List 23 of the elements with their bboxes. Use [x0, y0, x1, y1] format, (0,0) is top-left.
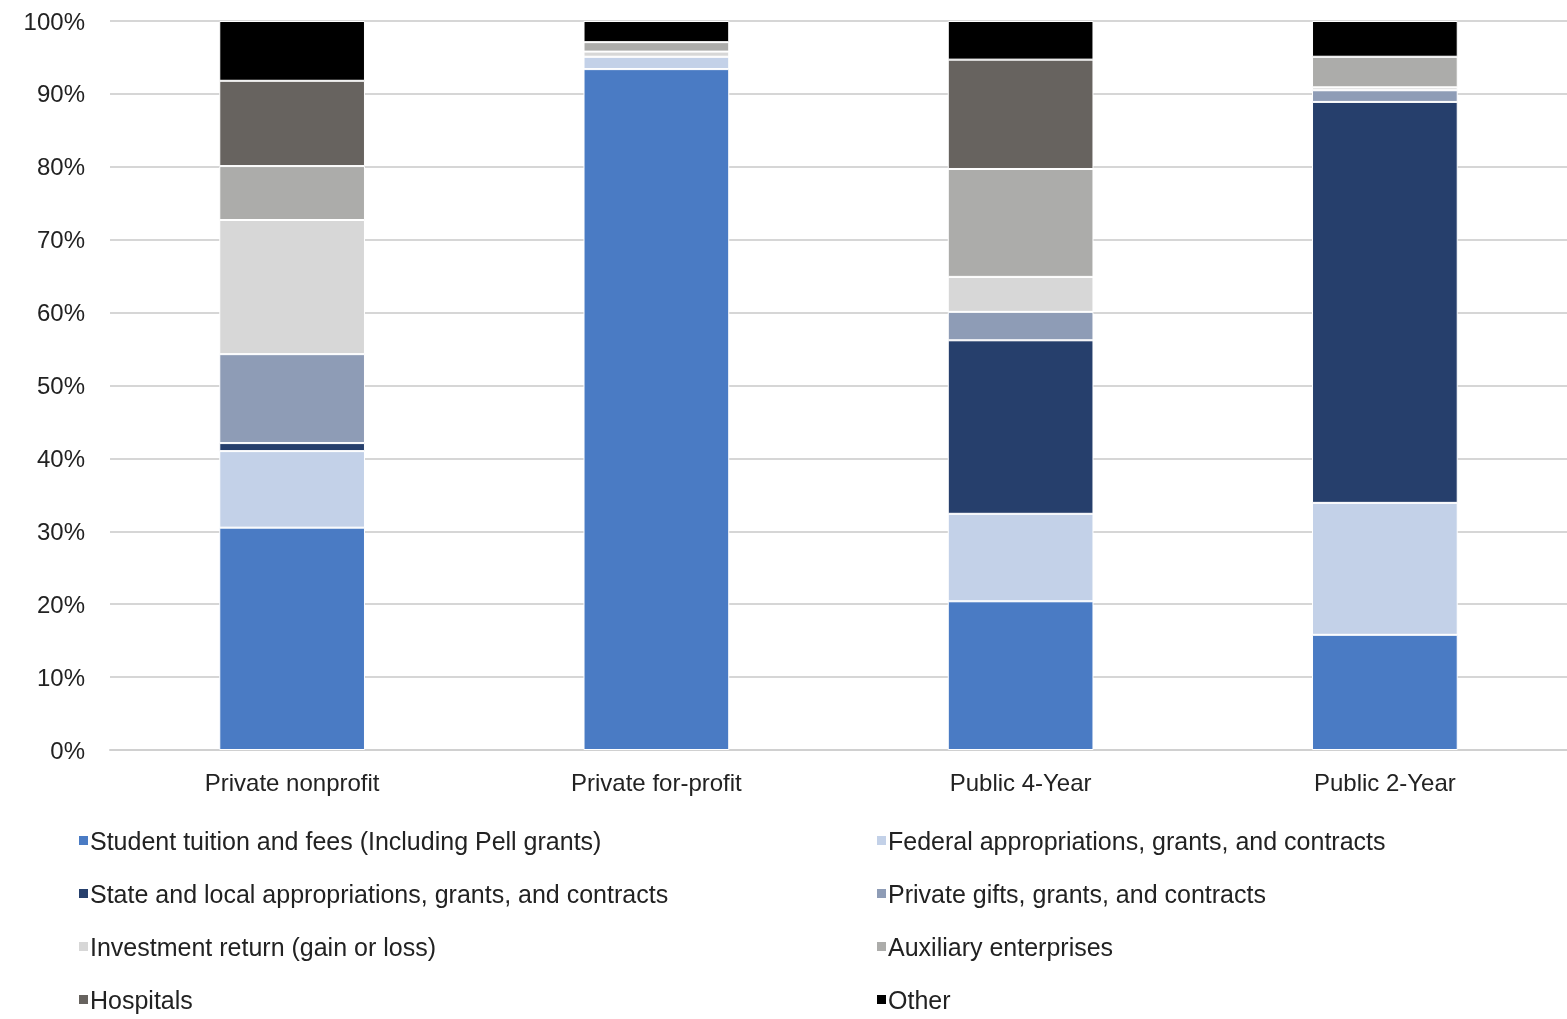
x-tick-label: Private for-profit	[571, 768, 743, 796]
y-tick-label: 100%	[23, 7, 85, 35]
y-tick-label: 50%	[36, 372, 85, 399]
y-tick-label: 90%	[36, 80, 85, 108]
y-tick-label: 30%	[36, 517, 85, 545]
legend-label: Other	[888, 985, 951, 1014]
y-tick-label: 0%	[50, 736, 85, 764]
legend-label: Auxiliary enterprises	[888, 932, 1114, 961]
legend-label: Federal appropriations, grants, and contracts	[888, 826, 1386, 855]
legend-label: Investment return (gain or loss)	[90, 932, 436, 961]
legend-label: Private gifts, grants, and contracts	[888, 879, 1266, 908]
y-tick-label: 20%	[36, 590, 85, 618]
legend-label: Hospitals	[90, 985, 193, 1014]
x-tick-label: Public 2-Year	[1313, 768, 1456, 796]
legend-label: Student tuition and fees (Including Pell grants)	[90, 826, 602, 855]
y-tick-label: 60%	[36, 299, 85, 327]
legend-label: State and local appropriations, grants, and contracts	[90, 879, 669, 908]
x-tick-label: Private nonprofit	[204, 768, 380, 796]
x-tick-label: Public 4-Year	[949, 768, 1092, 796]
y-tick-label: 40%	[36, 444, 85, 472]
y-tick-label: 10%	[36, 663, 85, 691]
y-tick-label: 80%	[36, 153, 85, 181]
y-tick-label: 70%	[36, 226, 85, 254]
